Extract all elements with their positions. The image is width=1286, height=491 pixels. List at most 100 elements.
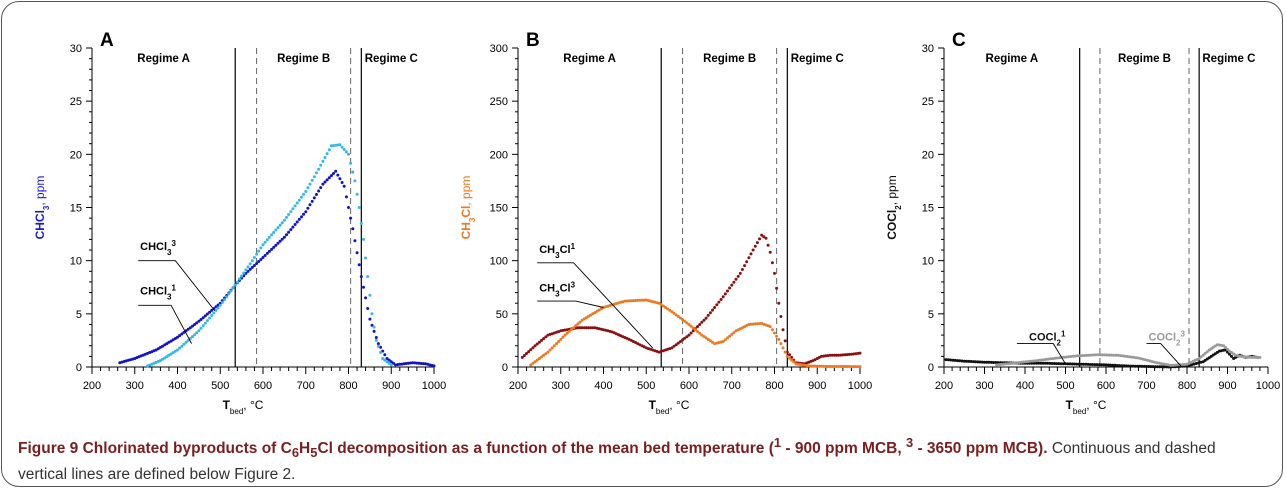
data-point [685, 321, 689, 325]
data-point [285, 215, 288, 219]
data-point [967, 359, 971, 363]
data-point [1133, 364, 1137, 368]
data-point [555, 342, 558, 346]
y-axis-label: CHCl3, ppm [33, 176, 51, 240]
data-point [700, 320, 704, 324]
data-point [550, 346, 554, 350]
data-point [171, 351, 175, 355]
data-point [785, 354, 789, 358]
data-point [1109, 353, 1113, 357]
data-point [978, 360, 982, 364]
data-point [1106, 363, 1110, 367]
data-point [965, 359, 968, 363]
x-tick-label: 400 [594, 380, 612, 392]
data-point [1149, 365, 1153, 369]
data-point [1118, 354, 1122, 358]
data-point [696, 325, 699, 329]
panel-letter: C [952, 30, 966, 51]
x-tick-label: 800 [1178, 380, 1196, 392]
data-point [171, 338, 175, 342]
data-point [193, 323, 197, 326]
data-point [325, 178, 329, 182]
data-point [387, 358, 391, 362]
data-point [246, 265, 250, 269]
y-tick-label: 0 [76, 362, 82, 374]
data-point [188, 326, 192, 330]
data-point [706, 337, 710, 341]
data-point [580, 326, 584, 330]
data-point [1066, 362, 1070, 366]
series-1 [520, 233, 862, 366]
y-tick-label: 50 [496, 309, 508, 321]
data-point [565, 331, 569, 335]
data-point [257, 260, 261, 263]
data-point [1028, 359, 1032, 363]
data-point [225, 295, 229, 299]
data-point [852, 365, 856, 369]
data-point [1138, 364, 1142, 368]
data-point [1155, 361, 1159, 365]
data-point [760, 233, 764, 237]
data-point [775, 334, 779, 338]
data-point [223, 298, 226, 302]
data-point [1050, 362, 1054, 365]
data-point [1169, 363, 1173, 367]
data-point [951, 358, 955, 362]
data-point [374, 336, 378, 339]
data-point [529, 348, 533, 352]
data-point [563, 328, 567, 332]
data-point [544, 335, 548, 339]
data-point [353, 239, 357, 243]
data-point [850, 365, 853, 369]
data-point [355, 192, 359, 196]
data-point [312, 196, 316, 200]
data-point [1094, 353, 1098, 357]
data-point [960, 359, 964, 363]
data-point [858, 351, 862, 355]
data-point [400, 362, 404, 366]
data-point [572, 326, 576, 330]
data-point [679, 340, 682, 343]
y-tick-label: 5 [928, 309, 934, 321]
data-point [1008, 362, 1012, 365]
data-point [261, 243, 265, 247]
data-point [1071, 354, 1075, 358]
data-point [535, 358, 539, 362]
data-point [1136, 364, 1139, 368]
data-point [788, 353, 791, 357]
data-point [1173, 363, 1177, 367]
data-point [531, 361, 535, 365]
data-point [1075, 362, 1079, 366]
data-point [1015, 361, 1019, 365]
data-point [314, 193, 318, 196]
data-point [768, 325, 772, 329]
data-point [958, 359, 962, 363]
y-axis-label: COCl2, ppm [885, 175, 903, 239]
data-point [676, 341, 680, 345]
y-tick-label: 20 [70, 149, 82, 161]
data-point [161, 344, 164, 348]
data-point [208, 310, 212, 314]
data-point [845, 365, 849, 368]
data-point [670, 346, 674, 350]
annotation-leader [138, 304, 192, 344]
data-point [376, 344, 380, 348]
data-point [698, 331, 702, 335]
data-point [546, 350, 550, 354]
x-axis-label: Tbed, °C [1066, 398, 1107, 416]
data-point [1062, 355, 1066, 359]
series-2 [995, 343, 1262, 367]
data-point [366, 275, 370, 279]
data-point [1176, 363, 1180, 367]
data-point [1034, 361, 1038, 365]
data-point [362, 237, 365, 241]
y-tick-label: 25 [70, 96, 82, 108]
data-point [276, 241, 280, 245]
data-point [533, 360, 537, 364]
y-tick-label: 20 [922, 149, 934, 161]
data-point [246, 269, 250, 273]
data-point [835, 365, 838, 368]
data-point [355, 251, 359, 255]
data-point [323, 180, 327, 184]
data-point [717, 300, 721, 304]
